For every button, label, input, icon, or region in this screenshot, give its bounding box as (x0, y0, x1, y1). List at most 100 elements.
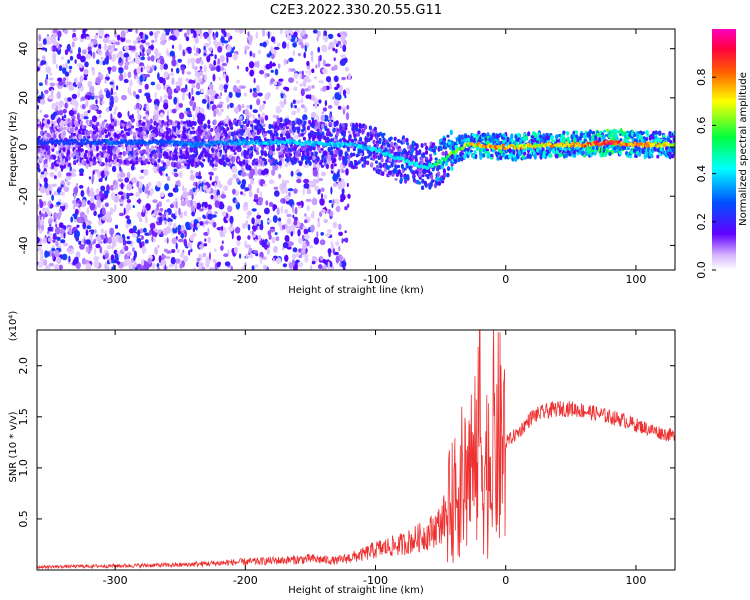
noise-cell (172, 226, 178, 234)
noise-cell (74, 256, 79, 264)
noise-cell (147, 190, 150, 196)
ridge-cell (539, 137, 543, 143)
noise-cell (206, 55, 211, 63)
noise-cell (105, 73, 109, 78)
noise-cell (203, 243, 208, 247)
noise-cell (68, 227, 73, 235)
noise-cell (313, 180, 320, 184)
noise-cell (341, 187, 345, 195)
ridge-cell (390, 141, 394, 146)
noise-cell (131, 177, 137, 184)
noise-cell (147, 56, 151, 61)
noise-cell (82, 29, 86, 36)
noise-cell (143, 168, 149, 176)
noise-cell (301, 70, 304, 76)
noise-cell (99, 246, 103, 254)
noise-cell (132, 205, 135, 209)
ridge-cell (321, 123, 325, 129)
noise-cell (322, 59, 326, 67)
ridge-cell (155, 130, 159, 137)
noise-cell (191, 219, 194, 225)
noise-cell (196, 217, 202, 221)
noise-cell (40, 91, 44, 99)
noise-cell (292, 42, 297, 48)
ridge-cell (197, 135, 201, 140)
noise-cell (170, 72, 175, 76)
noise-cell (55, 101, 58, 106)
ridge-cell (433, 152, 437, 156)
ridge-cell (158, 152, 162, 158)
noise-cell (214, 42, 218, 49)
ridge-cell (95, 126, 99, 133)
noise-cell (319, 239, 326, 246)
ridge-cell (366, 160, 370, 166)
noise-cell (189, 99, 194, 107)
noise-cell (198, 264, 203, 270)
ridge-cell (83, 152, 87, 159)
noise-cell (305, 70, 308, 74)
noise-cell (130, 164, 135, 171)
noise-cell (117, 112, 122, 119)
noise-cell (133, 261, 137, 268)
noise-cell (161, 33, 167, 42)
ridge-cell (96, 121, 100, 127)
ridge-cell (255, 147, 259, 151)
noise-cell (340, 260, 347, 268)
noise-cell (47, 231, 50, 235)
noise-cell (321, 171, 326, 177)
noise-cell (106, 55, 109, 62)
noise-cell (296, 178, 302, 184)
noise-cell (208, 83, 214, 89)
noise-cell (191, 211, 196, 217)
noise-cell (332, 221, 338, 229)
ridge-cell (442, 137, 446, 142)
noise-cell (272, 81, 278, 86)
noise-cell (78, 168, 85, 174)
noise-cell (311, 55, 314, 63)
ridge-cell (189, 130, 193, 135)
noise-cell (115, 181, 119, 187)
noise-cell (183, 210, 188, 217)
noise-cell (163, 85, 166, 90)
noise-cell (252, 91, 258, 98)
noise-cell (83, 238, 86, 246)
ridge-cell (403, 167, 407, 171)
noise-cell (79, 185, 84, 189)
ridge-cell (311, 119, 315, 125)
noise-cell (71, 41, 75, 48)
ridge-cell (448, 141, 452, 145)
ridge-cell (330, 146, 334, 151)
ridge-cell (369, 134, 373, 141)
noise-cell (333, 57, 336, 62)
noise-cell (157, 72, 160, 80)
noise-cell (253, 193, 259, 201)
ridge-cell (338, 151, 342, 157)
noise-cell (130, 45, 136, 51)
ridge-cell (202, 158, 206, 162)
noise-cell (106, 218, 110, 223)
noise-cell (159, 76, 164, 84)
noise-cell (317, 189, 320, 195)
ridge-cell (280, 144, 284, 149)
noise-cell (72, 213, 78, 217)
ridge-cell (120, 130, 124, 134)
noise-cell (163, 102, 169, 110)
noise-cell (94, 35, 98, 39)
noise-cell (134, 56, 141, 64)
noise-cell (48, 262, 55, 266)
ridge-cell (124, 121, 128, 125)
ridge-cell (287, 134, 291, 139)
ridge-cell (202, 131, 206, 137)
ridge-cell (308, 135, 312, 140)
ridge-cell (314, 151, 318, 155)
ridge-cell (395, 172, 399, 177)
noise-cell (90, 197, 95, 204)
noise-cell (99, 89, 103, 94)
noise-cell (234, 29, 240, 33)
noise-cell (64, 49, 69, 56)
noise-cell (224, 261, 231, 267)
noise-cell (147, 258, 152, 264)
ridge-cell (218, 144, 222, 149)
noise-cell (43, 177, 48, 184)
noise-cell (57, 77, 63, 82)
